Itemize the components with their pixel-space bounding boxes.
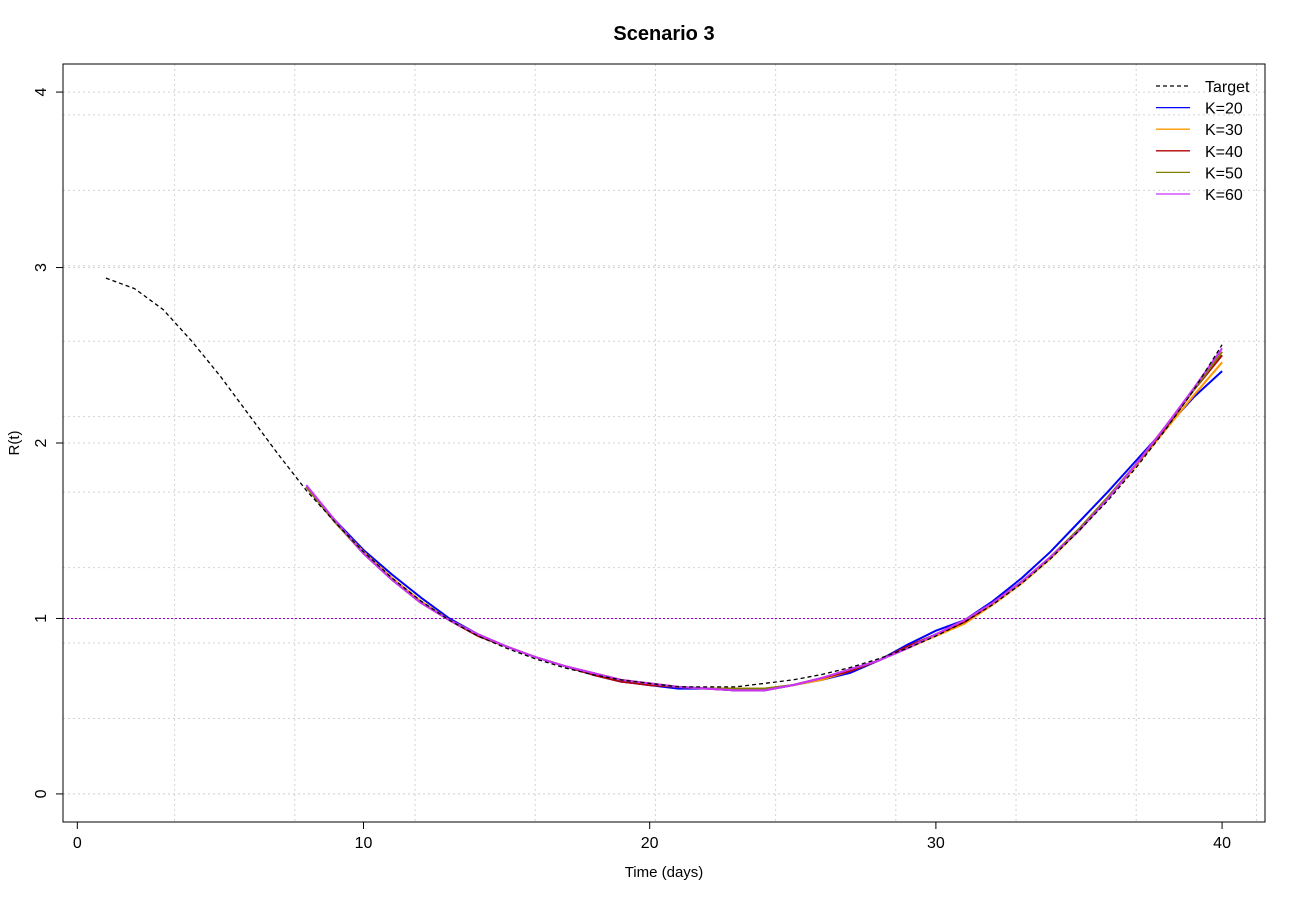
legend-label: K=20 (1205, 101, 1243, 118)
y-tick-label: 3 (33, 263, 50, 272)
legend-label: K=60 (1205, 187, 1243, 204)
y-tick-label: 0 (33, 789, 50, 798)
chart-title: Scenario 3 (613, 23, 714, 45)
x-axis-label: Time (days) (625, 864, 704, 881)
x-tick-label: 0 (73, 835, 82, 852)
y-tick-label: 4 (33, 88, 50, 97)
y-axis-label: R(t) (6, 431, 23, 456)
series-line-target (105, 277, 1223, 688)
legend-label: K=30 (1205, 122, 1243, 139)
x-tick-label: 30 (927, 835, 945, 852)
y-axis: 0 1 2 3 4 (33, 88, 63, 798)
y-tick-label: 1 (33, 614, 50, 623)
x-tick-label: 20 (641, 835, 659, 852)
series-layer (105, 277, 1223, 692)
legend: Target K=20 K=30 K=40 K=50 K=60 (1156, 79, 1250, 204)
legend-label: K=50 (1205, 165, 1243, 182)
y-tick-label: 2 (33, 438, 50, 447)
legend-label: K=40 (1205, 144, 1243, 161)
x-tick-label: 10 (355, 835, 373, 852)
legend-label: Target (1205, 79, 1250, 96)
x-axis: 0 10 20 30 40 (73, 821, 1231, 852)
grid (63, 64, 1265, 822)
x-tick-label: 40 (1213, 835, 1231, 852)
